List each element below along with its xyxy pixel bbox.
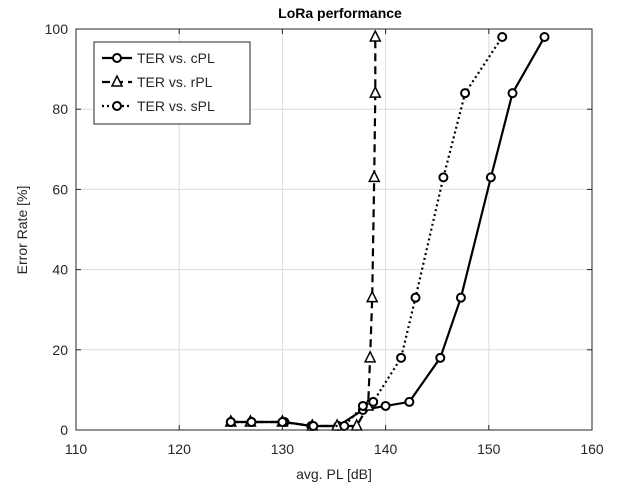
data-point [368,169,381,183]
series-layer [224,29,550,431]
legend-marker [112,101,122,111]
data-point [368,396,379,407]
data-point [246,416,257,427]
data-point [369,85,382,98]
y-tick-label: 40 [52,262,68,278]
data-point [460,88,471,99]
y-tick-label: 60 [52,181,68,197]
data-point [369,29,382,42]
data-point [363,350,377,363]
y-tick-label: 100 [45,21,69,37]
data-point [380,400,391,411]
chart-title: LoRa performance [278,5,402,21]
data-point [497,32,508,43]
series-3 [225,32,508,431]
y-axis-label: Error Rate [%] [14,186,30,275]
legend-label: TER vs. rPL [137,74,213,90]
legend-item: TER vs. sPL [102,98,215,114]
legend: TER vs. cPL TER vs. rPL TER vs. sPL [93,41,251,125]
axis-ticks: 110 120 130 140 150 160 0 20 40 60 80 100 [45,21,604,457]
x-axis-label: avg. PL [dB] [296,466,372,482]
data-point [539,32,550,43]
x-tick-label: 130 [271,441,295,457]
data-point [485,172,496,183]
data-point [365,289,379,303]
plot-frame [75,28,593,431]
y-tick-label: 80 [52,101,68,117]
data-point [396,352,407,363]
data-point [225,416,236,427]
legend-marker [112,53,122,63]
data-point [507,88,518,99]
legend-marker [110,74,124,87]
x-tick-label: 160 [580,441,604,457]
legend-item: TER vs. cPL [102,50,215,66]
legend-item: TER vs. rPL [102,74,213,90]
data-point [308,420,319,431]
data-point [438,172,449,183]
data-point [277,416,288,427]
data-point [410,292,421,303]
series-line [230,36,504,428]
y-tick-label: 20 [52,342,68,358]
y-tick-label: 0 [60,422,68,438]
data-point [357,400,368,411]
legend-label: TER vs. sPL [137,98,215,114]
data-point [435,352,446,363]
x-tick-label: 140 [374,441,398,457]
data-point [404,396,415,407]
x-tick-label: 150 [477,441,501,457]
x-tick-label: 120 [168,441,192,457]
data-point [455,292,466,303]
x-tick-label: 110 [65,441,88,457]
legend-label: TER vs. cPL [137,50,215,66]
data-point [339,420,350,431]
